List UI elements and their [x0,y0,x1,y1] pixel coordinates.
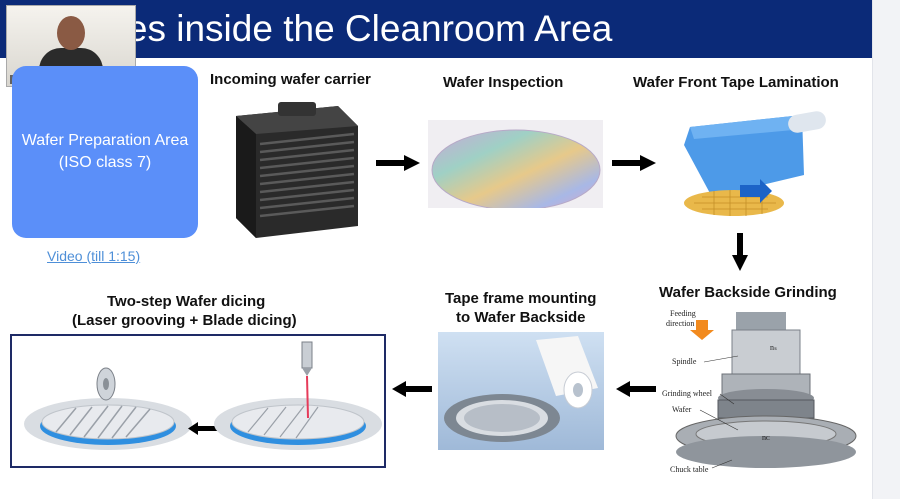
wafer-preparation-area-box: Wafer Preparation Area (ISO class 7) [12,66,198,238]
feeding-label: Feeding [670,309,696,318]
wafer-inspection-image [428,120,603,208]
right-side-strip [872,0,900,499]
label-tape-frame-line1: Tape frame mounting [445,290,597,307]
label-front-tape-lamination: Wafer Front Tape Lamination [633,74,839,91]
prep-area-label: Wafer Preparation Area (ISO class 7) [21,132,189,171]
ns-label: nₛ [770,343,777,352]
tape-frame-mounting-image [438,332,604,450]
wafer-carrier-image [236,102,358,238]
dicing-illustration [24,341,382,450]
grinding-wheel-label: Grinding wheel [662,389,713,398]
wafer-label: Wafer [672,405,692,414]
dicing-illustration-frame [10,334,386,468]
label-dicing-line2: (Laser grooving + Blade dicing) [72,312,297,329]
label-wafer-inspection: Wafer Inspection [443,74,564,91]
front-tape-lamination-image [684,111,826,216]
direction-label: direction [666,319,694,328]
arrow-left-icon [392,381,432,397]
label-incoming-wafer-carrier: Incoming wafer carrier [210,71,371,88]
arrow-right-icon [376,155,420,171]
chuck-table-label: Chuck table [670,465,709,474]
arrow-right-icon [612,155,656,171]
label-tape-frame-line2: to Wafer Backside [456,309,586,326]
arrow-down-icon [732,233,748,271]
nc-label: nᴄ [762,433,770,442]
label-backside-grinding: Wafer Backside Grinding [659,284,837,301]
spindle-label: Spindle [672,357,697,366]
backside-grinding-diagram: Feeding direction Spindle Grinding wheel… [662,309,857,474]
participant-head [57,16,85,50]
arrow-left-icon [616,381,656,397]
video-link[interactable]: Video (till 1:15) [47,248,141,264]
label-dicing-line1: Two-step Wafer dicing [107,293,266,310]
